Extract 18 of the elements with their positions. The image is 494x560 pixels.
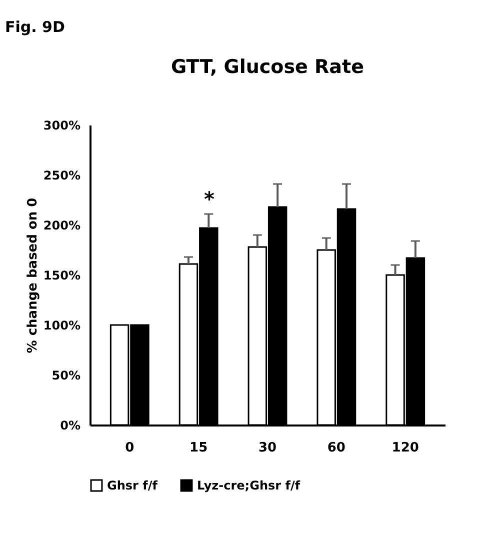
x-tick-label: 60 [327,440,346,456]
legend-label: Lyz-cre;Ghsr f/f [197,478,301,493]
legend-label: Ghsr f/f [107,478,158,493]
y-tick-label: 100% [43,318,80,332]
y-tick-label: 300% [43,118,80,132]
x-tick-label: 30 [258,440,277,456]
x-tick-label: 15 [190,440,208,456]
x-tick-label: 0 [125,440,134,456]
y-tick-label: 150% [43,268,80,282]
y-tick-label: 0% [60,418,80,432]
x-tick-label: 120 [392,440,419,456]
annotation: * [204,187,215,211]
chart-title: GTT, Glucose Rate [171,56,364,78]
y-tick-label: 50% [52,368,80,382]
y-tick-label: 250% [43,168,80,182]
y-axis-title: % change based on 0 [25,198,40,354]
y-tick-label: 200% [43,218,80,232]
caption: Fig. 9D [5,18,65,36]
